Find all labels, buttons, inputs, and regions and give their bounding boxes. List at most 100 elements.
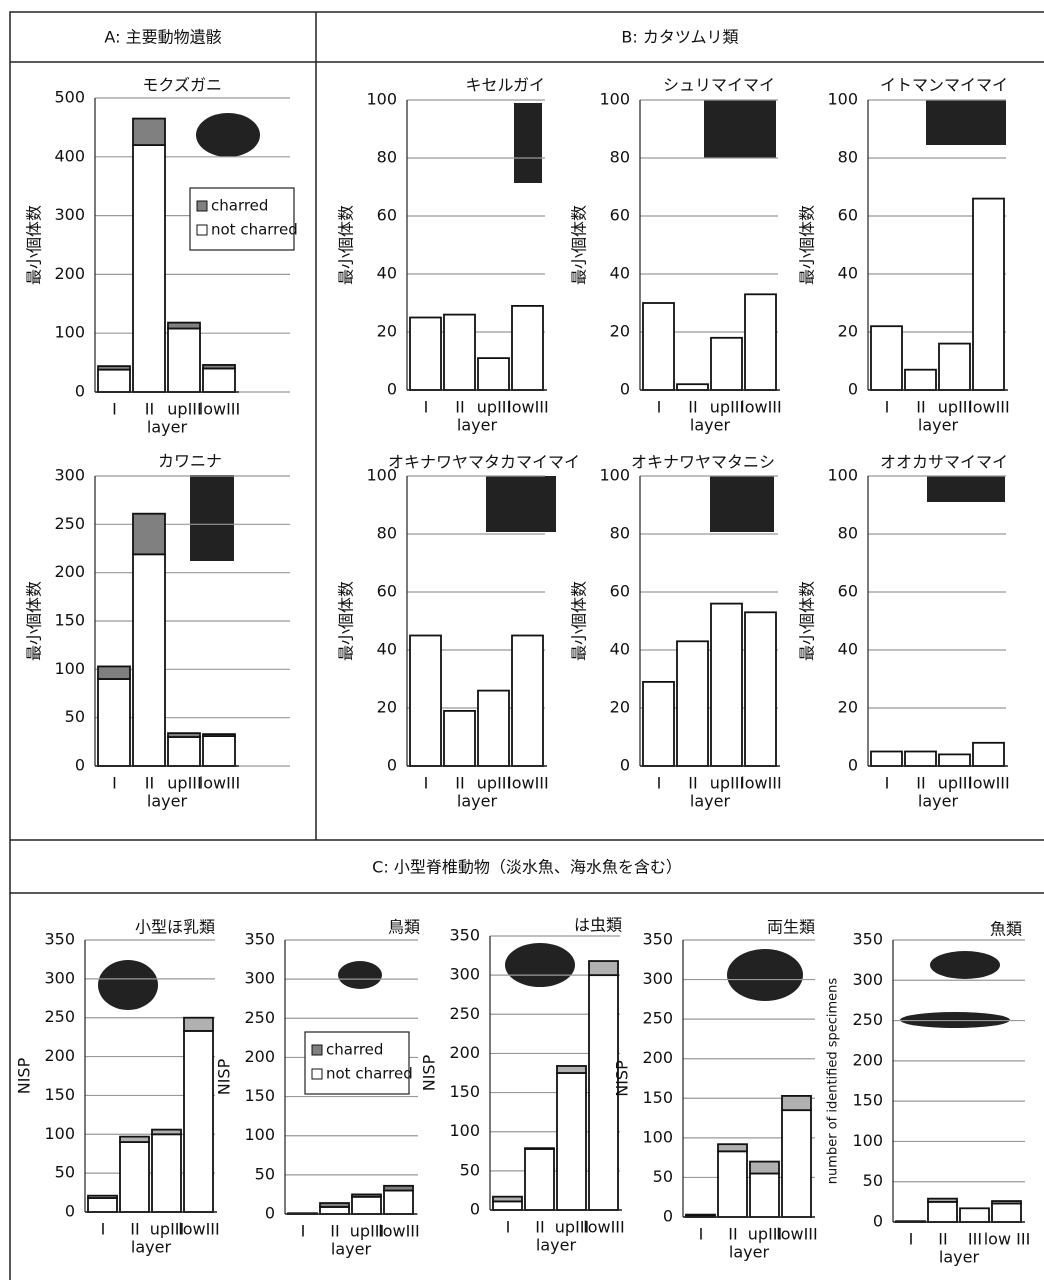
bar [718, 1151, 747, 1217]
bar [168, 323, 200, 329]
y-tick-label: 60 [610, 206, 630, 225]
chart-title: オキナワヤマタニシ [631, 453, 775, 472]
bar [352, 1197, 381, 1214]
bar [493, 1197, 522, 1202]
y-tick-label: 350 [852, 930, 883, 949]
y-tick-label: 100 [827, 466, 858, 485]
bar [525, 1148, 554, 1149]
chart-title: は虫類 [574, 916, 622, 935]
crab-illustration [196, 113, 260, 157]
y-tick-label: 300 [449, 965, 480, 984]
bar [152, 1130, 181, 1135]
x-tick-label: I [301, 1222, 306, 1241]
bar [203, 736, 235, 766]
x-tick-label: I [112, 400, 117, 419]
bar [557, 1073, 586, 1210]
y-tick-label: 20 [610, 322, 630, 341]
y-tick-label: 100 [642, 1127, 673, 1146]
x-tick-label: upIII [938, 398, 972, 417]
y-tick-label: 300 [852, 970, 883, 989]
bar [203, 734, 235, 736]
y-tick-label: 350 [642, 930, 673, 949]
bar [992, 1201, 1021, 1203]
shell-photo [927, 476, 1005, 502]
y-tick-label: 0 [663, 1207, 673, 1226]
y-tick-label: 150 [44, 1085, 75, 1104]
bar [750, 1173, 779, 1217]
y-tick-label: 0 [873, 1212, 883, 1231]
x-tick-label: II [916, 774, 925, 793]
x-tick-label: upIII [167, 400, 201, 419]
y-tick-label: 40 [610, 264, 630, 283]
chart-title: 両生類 [767, 918, 815, 937]
bar [98, 679, 130, 766]
y-tick-label: 300 [54, 466, 85, 485]
y-tick-label: 50 [255, 1164, 275, 1183]
bar [120, 1137, 149, 1142]
y-tick-label: 250 [852, 1010, 883, 1029]
y-tick-label: 60 [377, 206, 397, 225]
bar [98, 666, 130, 679]
chart-title: カワニナ [158, 452, 222, 471]
x-axis-label: layer [729, 1243, 770, 1262]
bar [120, 1142, 149, 1212]
y-tick-label: 0 [387, 756, 397, 775]
x-axis-label: layer [457, 416, 498, 435]
y-tick-label: 100 [54, 323, 85, 342]
bar [928, 1202, 957, 1222]
x-tick-label: upIII [477, 774, 511, 793]
y-tick-label: 60 [838, 582, 858, 601]
y-tick-label: 0 [848, 380, 858, 399]
fish-illustration [930, 951, 1000, 979]
y-tick-label: 40 [838, 640, 858, 659]
x-tick-label: I [506, 1218, 511, 1237]
chart-title: オキナワヤマタカマイマイ [388, 453, 580, 472]
panel-title: A: 主要動物遺骸 [104, 28, 221, 47]
legend-swatch [312, 1069, 322, 1079]
bar [643, 303, 674, 390]
bird-illustration [338, 961, 382, 989]
x-axis-label: layer [147, 418, 188, 437]
x-tick-label: I [424, 398, 429, 417]
legend-label: not charred [211, 221, 298, 239]
y-tick-label: 250 [44, 1007, 75, 1026]
x-tick-label: lowIII [199, 774, 240, 793]
bar [444, 711, 475, 766]
y-tick-label: 20 [838, 698, 858, 717]
bar [133, 145, 165, 392]
bar [168, 328, 200, 392]
y-tick-label: 80 [838, 524, 858, 543]
x-axis-label: layer [331, 1240, 372, 1259]
bar [320, 1207, 349, 1214]
x-tick-label: lowIII [740, 774, 781, 793]
x-tick-label: II [330, 1222, 339, 1241]
y-tick-label: 40 [377, 640, 397, 659]
bar [384, 1191, 413, 1214]
y-tick-label: 150 [244, 1086, 275, 1105]
bar [133, 514, 165, 555]
x-tick-label: lowIII [583, 1218, 624, 1237]
x-tick-label: lowIII [776, 1225, 817, 1244]
y-axis-label: NISP [15, 1057, 34, 1094]
x-axis-label: layer [939, 1248, 980, 1267]
bar [928, 1199, 957, 1202]
chart-title: イトマンマイマイ [880, 76, 1008, 95]
x-tick-label: upIII [477, 398, 511, 417]
x-tick-label: II [145, 400, 154, 419]
x-tick-label: lowIII [507, 398, 548, 417]
x-tick-label: lowIII [378, 1222, 419, 1241]
y-tick-label: 0 [620, 380, 630, 399]
bar [168, 733, 200, 737]
y-tick-label: 250 [54, 514, 85, 533]
y-tick-label: 0 [387, 380, 397, 399]
bar [384, 1186, 413, 1191]
bar [871, 752, 902, 767]
bar [478, 358, 509, 390]
shell-photo [486, 476, 556, 532]
y-tick-label: 100 [44, 1124, 75, 1143]
snake-illustration [505, 943, 575, 987]
y-axis-label: NISP [215, 1058, 234, 1095]
x-tick-label: lowIII [968, 774, 1009, 793]
y-tick-label: 60 [838, 206, 858, 225]
chart-title: 小型ほ乳類 [135, 918, 215, 937]
